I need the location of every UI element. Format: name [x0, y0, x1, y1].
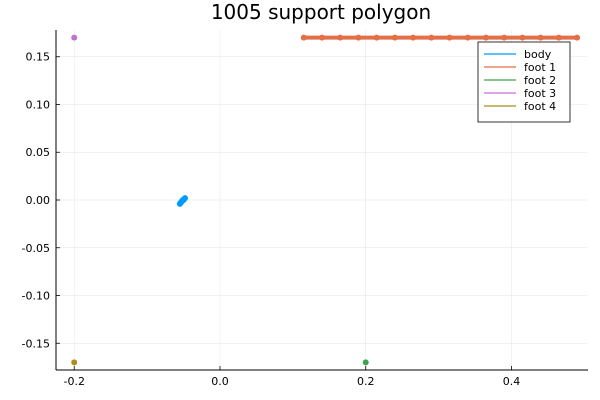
series-body: [176, 195, 188, 207]
series-foot-1: [300, 34, 581, 41]
data-point-foot-1: [355, 34, 362, 41]
data-point-foot-1: [319, 34, 325, 41]
data-point-foot-1: [410, 34, 417, 41]
legend-label-foot-4: foot 4: [524, 100, 556, 113]
data-point-foot-2: [362, 359, 369, 366]
y-tick-label: -0.05: [22, 242, 50, 255]
data-point-foot-1: [574, 34, 581, 41]
y-tick-label: 0.15: [26, 51, 51, 64]
data-point-foot-1: [482, 34, 489, 41]
data-marks: [71, 34, 581, 366]
data-point-foot-1: [373, 34, 380, 41]
series-foot-3: [71, 34, 78, 41]
data-point-foot-1: [337, 34, 344, 41]
data-point-foot-1: [391, 34, 398, 41]
data-point-foot-3: [71, 34, 78, 41]
series-foot-2: [362, 359, 369, 366]
y-tick-label: 0.10: [26, 98, 51, 111]
data-point-foot-1: [428, 34, 435, 41]
legend-label-foot-1: foot 1: [524, 61, 556, 74]
legend-label-body: body: [524, 48, 552, 61]
data-point-foot-1: [501, 34, 508, 41]
y-tick-label: 0.05: [26, 146, 51, 159]
series-foot-4: [71, 359, 78, 366]
axes: [55, 30, 588, 371]
x-tick-label: 0.2: [357, 375, 375, 388]
data-point-foot-1: [555, 34, 562, 41]
data-point-body: [181, 195, 188, 202]
data-point-foot-1: [446, 34, 453, 41]
x-tick-label: -0.2: [63, 375, 84, 388]
data-point-foot-1: [537, 34, 544, 41]
legend-box: [477, 41, 571, 123]
data-point-foot-4: [71, 359, 78, 366]
x-tick-label: 0.4: [503, 375, 521, 388]
y-tick-label: 0.00: [26, 194, 51, 207]
chart-title: 1005 support polygon: [211, 0, 431, 24]
y-tick-label: -0.10: [22, 290, 50, 303]
legend-label-foot-3: foot 3: [524, 87, 556, 100]
tick-labels: -0.2 0.0 0.2 0.4 -0.15 -0.10 -0.05 0.00 0.05 0.10…: [22, 51, 521, 388]
y-tick-label: -0.15: [22, 337, 50, 350]
data-point-foot-1: [464, 34, 471, 41]
x-tick-label: 0.0: [211, 375, 229, 388]
data-point-foot-1: [300, 34, 307, 41]
legend-label-foot-2: foot 2: [524, 74, 556, 87]
data-point-foot-1: [519, 34, 526, 41]
